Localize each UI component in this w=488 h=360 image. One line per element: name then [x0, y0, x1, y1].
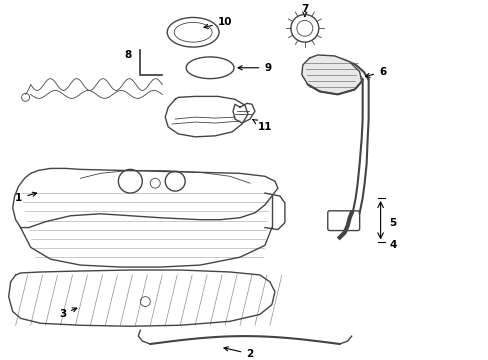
Text: 8: 8 — [124, 50, 132, 60]
Text: 2: 2 — [224, 347, 253, 359]
Text: 3: 3 — [59, 308, 77, 319]
Text: 10: 10 — [203, 17, 232, 28]
Polygon shape — [301, 55, 361, 94]
Text: 7: 7 — [301, 4, 308, 17]
Text: 9: 9 — [238, 63, 271, 73]
Text: 5: 5 — [389, 218, 396, 228]
Text: 11: 11 — [252, 120, 272, 132]
Text: 1: 1 — [15, 192, 37, 203]
Text: 4: 4 — [389, 240, 396, 250]
Text: 6: 6 — [365, 67, 386, 77]
